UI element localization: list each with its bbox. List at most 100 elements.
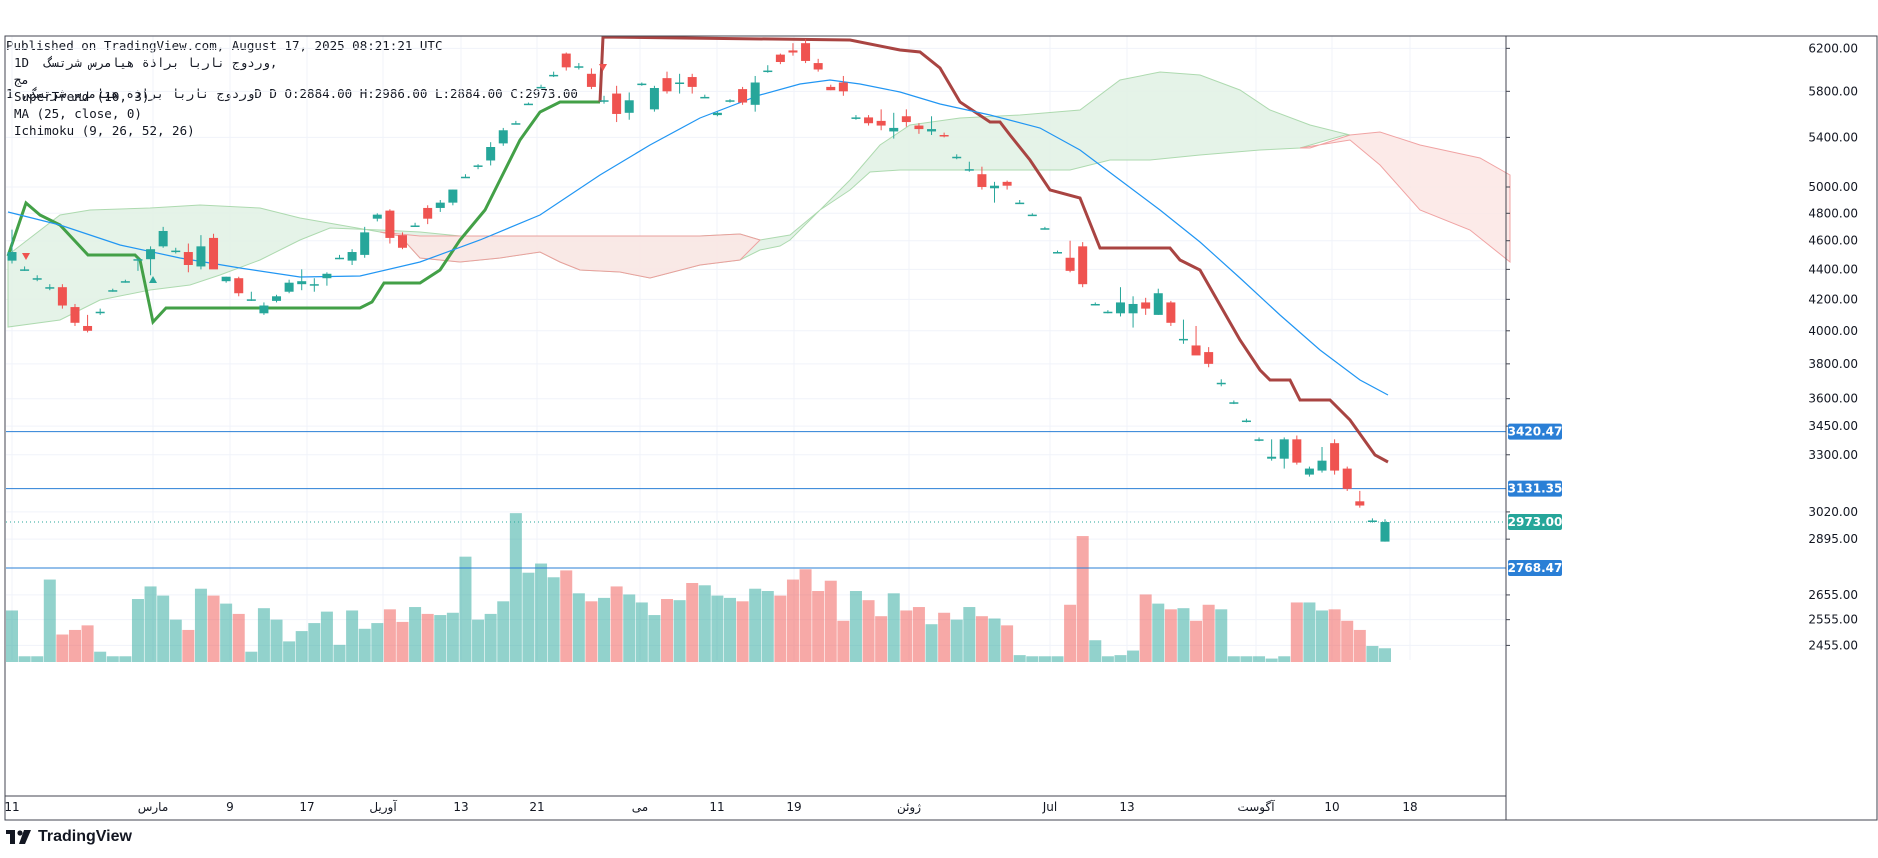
candle-body	[1279, 439, 1289, 459]
candle	[259, 302, 269, 315]
x-tick-label: آگوست	[1237, 799, 1275, 815]
candle-body	[1065, 257, 1075, 271]
volume-bar	[1253, 656, 1266, 662]
candle-body	[637, 83, 647, 86]
candle	[397, 232, 407, 250]
volume-bar	[774, 595, 787, 662]
candle	[1229, 400, 1239, 405]
candle-body	[221, 276, 231, 282]
candle	[838, 75, 848, 96]
y-tick-label: 6200.00	[1808, 41, 1858, 55]
volume-bar	[862, 600, 875, 662]
volume-bar	[1379, 648, 1391, 662]
candle-body	[977, 174, 987, 187]
candle	[1367, 518, 1377, 523]
candle-body	[385, 210, 395, 238]
volume-bar	[333, 644, 346, 662]
candle	[1002, 180, 1012, 190]
legend-ma[interactable]: MA (25, close, 0)	[14, 106, 142, 121]
candle-body	[435, 202, 445, 208]
volume-bar	[673, 600, 686, 662]
candle-body	[599, 100, 609, 102]
volume-bar	[535, 563, 548, 662]
candle-body	[45, 287, 55, 289]
cloud-bearish-1	[379, 231, 761, 279]
candle	[209, 233, 219, 270]
y-tick-label: 2655.00	[1808, 588, 1858, 602]
legend-supertrend[interactable]: SuperTrend (10, 3)	[14, 89, 150, 104]
candle	[864, 115, 874, 126]
volume-bar	[94, 651, 107, 662]
candle-body	[1216, 382, 1226, 385]
volume-bar	[1152, 603, 1165, 662]
candle	[775, 53, 785, 65]
tradingview-brand[interactable]: TradingView	[6, 828, 132, 846]
volume-bar	[283, 641, 296, 662]
candle	[901, 109, 911, 127]
candle-body	[32, 278, 42, 280]
candle	[1040, 226, 1050, 230]
candle	[1078, 242, 1088, 288]
horizontal-lines[interactable]	[6, 431, 1506, 569]
x-tick-label: 13	[453, 800, 468, 814]
candle-body	[788, 50, 798, 53]
volume-bar	[509, 513, 522, 662]
candle	[196, 235, 206, 270]
candle-body	[1090, 303, 1100, 306]
candle-body	[1330, 443, 1340, 471]
volume-bar	[1177, 608, 1190, 662]
volume-bar	[320, 611, 333, 662]
ma-line	[7, 79, 1389, 396]
ma-polyline	[7, 79, 1389, 396]
candle	[586, 68, 596, 90]
time-axis[interactable]: 11 مارس 9 17 آوریل 13 21 می 11 19 ژوئن Jul 13 آگوست 10…	[4, 799, 1417, 815]
candle	[246, 291, 256, 301]
candle-body	[234, 278, 244, 294]
candle	[1166, 300, 1176, 326]
candle-body	[1367, 520, 1377, 523]
candle	[1027, 213, 1037, 217]
volume-bar	[1139, 594, 1152, 662]
legend-ichimoku[interactable]: Ichimoku (9, 26, 52, 26)	[14, 123, 195, 138]
candle	[712, 111, 722, 117]
y-tick-label: 3600.00	[1808, 392, 1858, 406]
candle-body	[952, 156, 962, 159]
candle-body	[70, 307, 80, 323]
candle-body	[523, 103, 533, 106]
volume-bar	[786, 579, 799, 662]
x-tick-label: 10	[1324, 800, 1339, 814]
candle-body	[864, 117, 874, 124]
candle	[977, 166, 987, 190]
candle-body	[57, 287, 67, 306]
candle-body	[372, 214, 382, 219]
buy-signal-icon	[149, 276, 157, 283]
candle-body	[1141, 302, 1151, 309]
x-tick-label: 18	[1402, 800, 1417, 814]
volume-bar	[1341, 620, 1354, 662]
candle	[1178, 319, 1188, 344]
candle-body	[801, 43, 811, 61]
x-tick-label: 11	[4, 800, 19, 814]
price-axis[interactable]: 6200.00 5800.00 5400.00 5000.00 4800.00 4600.…	[1506, 41, 1858, 652]
candle	[1065, 240, 1075, 273]
price-tag-bg	[1508, 423, 1562, 440]
candle-body	[662, 78, 672, 92]
volume-bar	[736, 601, 749, 662]
candle	[826, 84, 836, 91]
volume-bar	[106, 656, 119, 662]
candle-body	[120, 281, 130, 283]
candle-body	[675, 82, 685, 85]
candle	[448, 189, 458, 206]
candle	[1342, 466, 1352, 491]
candle	[146, 246, 156, 276]
ichimoku-cloud	[7, 71, 1511, 328]
candle-body	[738, 89, 748, 103]
candle	[221, 276, 231, 283]
volume-bar	[169, 619, 182, 662]
volume-bar	[459, 556, 472, 662]
candle-body	[1166, 302, 1176, 323]
candle	[1052, 250, 1062, 254]
volume-bar	[711, 595, 724, 662]
candle-body	[108, 290, 118, 292]
